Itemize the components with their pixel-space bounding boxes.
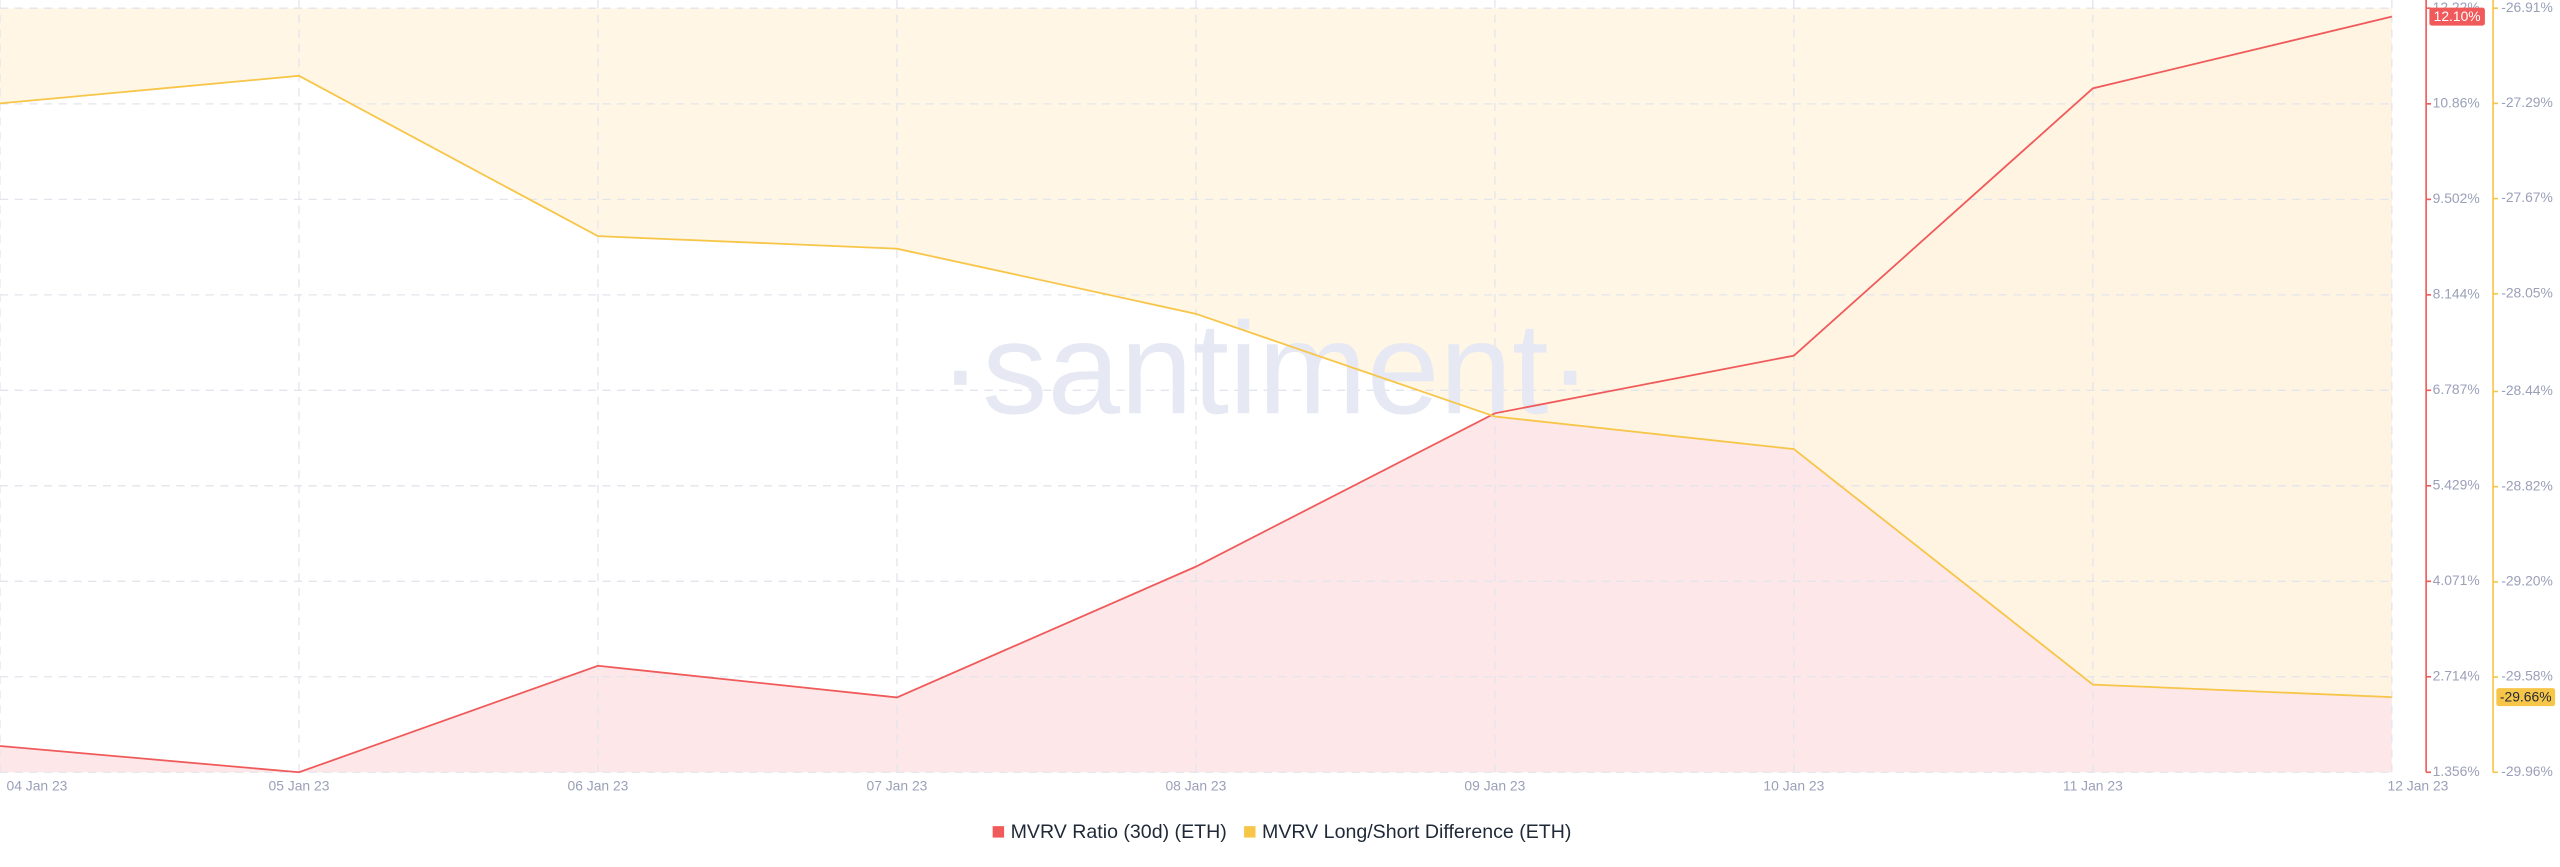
watermark: ·santiment·	[939, 295, 1592, 441]
x-tick-label: 08 Jan 23	[1165, 778, 1226, 794]
y-tick-label: 10.86%	[2433, 95, 2480, 111]
y2-tick-label: -29.58%	[2501, 668, 2553, 684]
x-tick-label: 09 Jan 23	[1464, 778, 1525, 794]
legend-label: MVRV Ratio (30d) (ETH)	[1011, 821, 1227, 843]
legend-swatch	[992, 826, 1005, 838]
y-tick-label: 2.714%	[2433, 667, 2480, 683]
area	[0, 16, 2392, 773]
y2-tick-label: -26.91%	[2501, 0, 2553, 15]
y2-tick-label: -28.82%	[2501, 477, 2553, 493]
x-tick-label: 06 Jan 23	[568, 778, 629, 794]
y2-tick-label: -29.20%	[2501, 573, 2553, 589]
value-label: 12.10%	[2434, 8, 2481, 24]
x-tick-label: 05 Jan 23	[269, 778, 330, 794]
x-tick-label: 04 Jan 23	[7, 778, 68, 794]
y-tick-label: 6.787%	[2433, 381, 2480, 397]
value-badge	[2429, 7, 2485, 26]
y2-tick-label: -28.05%	[2501, 284, 2553, 300]
legend-swatch	[1244, 826, 1256, 838]
x-tick-label: 07 Jan 23	[866, 778, 927, 794]
y2-tick-label: -27.29%	[2501, 94, 2553, 110]
y-tick-label: 5.429%	[2433, 476, 2480, 492]
y-tick-label: 9.502%	[2433, 190, 2480, 206]
y-tick-label: 8.144%	[2433, 286, 2480, 302]
y-tick-label: 4.071%	[2433, 572, 2480, 588]
x-tick-label: 12 Jan 23	[2388, 778, 2449, 794]
x-tick-label: 11 Jan 23	[2063, 778, 2123, 794]
value-badge	[2496, 688, 2556, 707]
y2-tick-label: -28.44%	[2501, 382, 2553, 398]
x-tick-label: 10 Jan 23	[1763, 778, 1824, 794]
y2-tick-label: -29.96%	[2501, 763, 2553, 779]
legend-label: MVRV Long/Short Difference (ETH)	[1262, 821, 1571, 843]
y2-tick-label: -27.67%	[2501, 189, 2553, 205]
value-label: -29.66%	[2500, 689, 2552, 705]
y-tick-label: 1.356%	[2433, 763, 2480, 779]
